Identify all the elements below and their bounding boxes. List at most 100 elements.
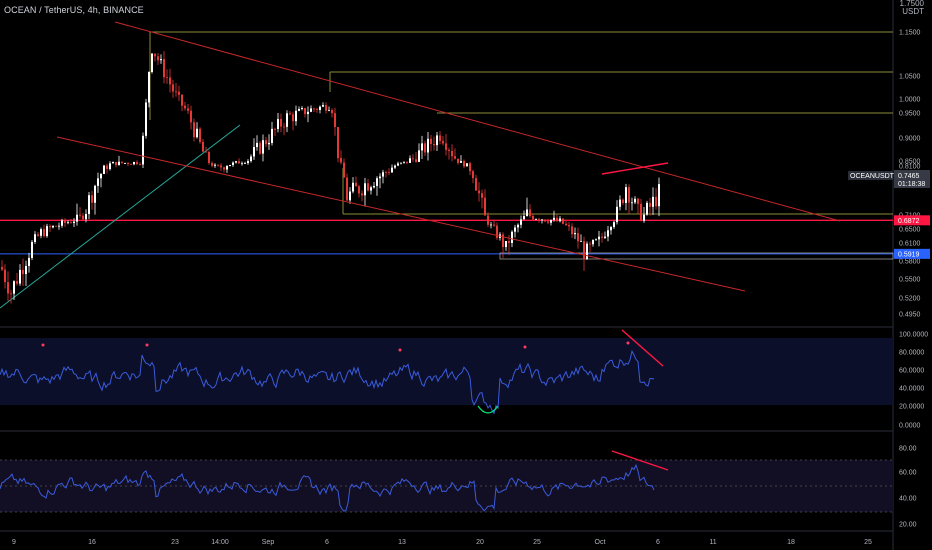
candle-body: [439, 135, 441, 141]
grid: [0, 0, 894, 550]
candle-body: [382, 172, 384, 177]
candle-body: [319, 106, 321, 110]
candle-body: [283, 126, 285, 128]
candle-body: [370, 187, 372, 191]
price-tick-label: 0.6500: [899, 227, 921, 234]
candle-body: [292, 114, 294, 122]
time-tick-label: 16: [88, 539, 96, 546]
candle-body: [433, 143, 435, 146]
candle-body: [505, 240, 507, 248]
candle-body: [403, 161, 405, 163]
candle-body: [421, 143, 423, 151]
candle-body: [100, 173, 102, 179]
candle-body: [649, 202, 651, 207]
candle-body: [151, 53, 153, 73]
overbought-marker: [626, 341, 630, 345]
divergence-line-osc1: [621, 329, 664, 367]
candle-body: [493, 224, 495, 226]
candle-body: [301, 108, 303, 109]
time-tick-label: 25: [533, 539, 541, 546]
candle-body: [31, 241, 33, 258]
time-tick-label: 6: [656, 539, 660, 546]
candle-body: [445, 143, 447, 150]
candle-body: [481, 193, 483, 198]
channel-lower: [56, 136, 746, 292]
candle-body: [166, 77, 168, 79]
currency-top: 1.7500: [899, 0, 924, 8]
oscillator-2-band: [0, 459, 893, 513]
candle-body: [298, 108, 300, 111]
candle-body: [595, 239, 597, 241]
candle-body: [538, 219, 540, 221]
candle-body: [616, 206, 618, 223]
candle-body: [640, 203, 642, 221]
time-tick-label: 23: [171, 539, 179, 546]
time-tick-label: 6: [325, 539, 329, 546]
candle-body: [211, 163, 213, 166]
oversold-marker: [477, 405, 499, 414]
candle-body: [430, 138, 432, 144]
candle-body: [577, 233, 579, 242]
price-tick-label: 0.4950: [899, 312, 921, 319]
candle-body: [406, 161, 408, 163]
candle-body: [331, 109, 333, 114]
candle-body: [295, 110, 297, 122]
candle-body: [133, 161, 135, 165]
level-blue-tag: 0.5919: [898, 251, 920, 258]
currency-label: 1.7500 USDT: [900, 0, 924, 16]
candle-body: [400, 162, 402, 164]
candle-body: [49, 226, 51, 228]
chart-title: OCEAN / TetherUS, 4h, BINANCE: [4, 5, 144, 15]
candle-body: [592, 239, 594, 245]
symbol-tag-bg: [848, 171, 893, 180]
candle-body: [265, 140, 267, 145]
candle-body: [442, 140, 444, 144]
candle-body: [427, 138, 429, 153]
time-tick-label: 13: [398, 539, 406, 546]
candle-body: [349, 191, 351, 201]
candle-body: [124, 162, 126, 164]
candle-body: [385, 172, 387, 174]
candle-body: [418, 150, 420, 162]
price-tick-label: 0.5800: [899, 259, 921, 266]
price-tick-label: 0.8500: [899, 159, 921, 166]
osc2-tick-label: 40.00: [899, 496, 917, 503]
candle-body: [334, 113, 336, 128]
candle-body: [376, 178, 378, 186]
level-red-tag-bg: [894, 215, 930, 226]
candle-body: [313, 108, 315, 110]
candle-body: [304, 108, 306, 115]
candle-body: [358, 186, 360, 194]
time-tick-label: 11: [709, 539, 716, 546]
candle-body: [172, 84, 174, 92]
osc2-tick-label: 60.00: [899, 470, 917, 477]
candle-body: [70, 222, 72, 224]
candle-body: [580, 241, 582, 242]
time-tick-label: 20: [476, 539, 484, 546]
candle-body: [64, 220, 66, 223]
candle-body: [220, 165, 222, 168]
candle-body: [526, 209, 528, 217]
candle-body: [229, 164, 231, 166]
osc1-tick-label: 80.0000: [899, 350, 924, 357]
candle-body: [58, 225, 60, 227]
candle-body: [508, 240, 510, 243]
candle-body: [655, 196, 657, 207]
candle-body: [181, 94, 183, 106]
currency-name: USDT: [902, 7, 924, 16]
overbought-marker: [145, 343, 149, 347]
candle-body: [469, 163, 471, 172]
candle-body: [415, 159, 417, 162]
candle-body: [412, 158, 414, 160]
candle-body: [520, 219, 522, 225]
candle-body: [28, 257, 30, 266]
price-tick-label: 0.9000: [899, 136, 921, 143]
candle-body: [598, 236, 600, 240]
candle-body: [268, 142, 270, 145]
candle-body: [607, 230, 609, 237]
drawings: [56, 21, 841, 292]
candle-body: [91, 195, 93, 203]
candle-body: [139, 164, 141, 165]
